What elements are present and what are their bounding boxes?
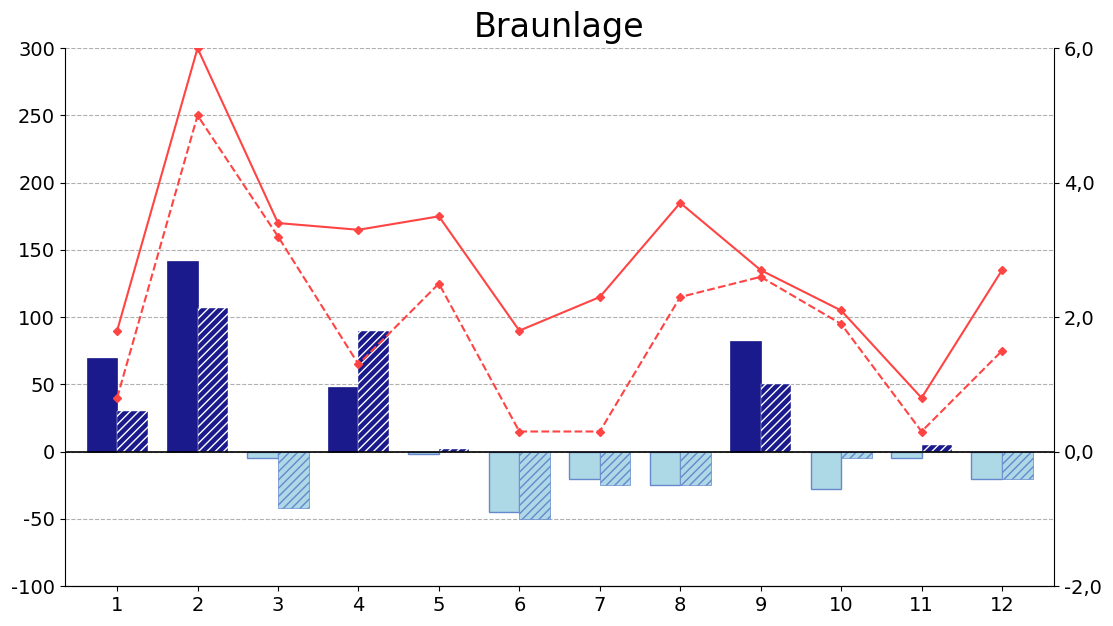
Bar	[358, 331, 390, 452]
Bar	[841, 452, 871, 458]
Bar	[489, 452, 520, 512]
Bar	[278, 452, 308, 508]
Bar	[328, 387, 358, 452]
Bar	[730, 341, 760, 452]
Title: Braunlage: Braunlage	[474, 11, 644, 44]
Bar	[680, 452, 711, 485]
Bar	[117, 411, 148, 452]
Bar	[1002, 452, 1033, 479]
Bar	[892, 452, 922, 458]
Bar	[408, 452, 439, 454]
Bar	[439, 449, 470, 452]
Bar	[569, 452, 600, 479]
Bar	[922, 445, 952, 452]
Bar	[87, 357, 117, 452]
Bar	[760, 384, 791, 452]
Bar	[520, 452, 550, 519]
Bar	[600, 452, 630, 485]
Bar	[247, 452, 278, 458]
Bar	[972, 452, 1002, 479]
Bar	[810, 452, 841, 490]
Bar	[650, 452, 680, 485]
Bar	[167, 260, 198, 452]
Bar	[198, 308, 228, 452]
